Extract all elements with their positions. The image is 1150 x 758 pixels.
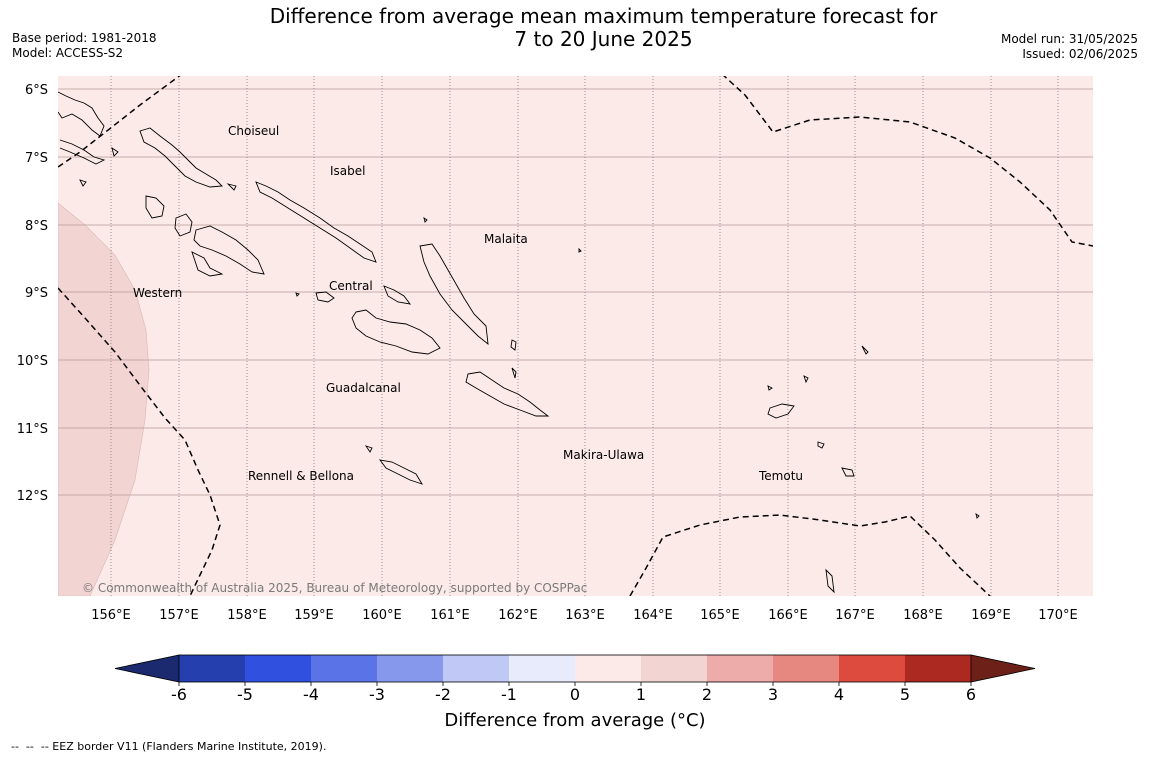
colorbar-bin [443,655,510,682]
model-run: Model run: 31/05/2025 [1000,32,1138,46]
map-title-line2: 7 to 20 June 2025 [514,27,693,51]
lon-label: 163°E [565,608,605,623]
lon-label: 168°E [903,608,943,623]
colorbar-ticks: -6 -5 -4 -3 -2 -1 0 1 2 3 4 5 6 [171,682,976,704]
makira-island [465,371,550,417]
malaita-island [419,243,489,346]
map-figure: © Commonwealth of Australia 2025, Bureau… [17,76,1093,623]
lon-label: 159°E [294,608,334,623]
colorbar-high-extend [970,654,1036,683]
province-label-central: Central [329,279,373,293]
latitude-labels: 6°S 7°S 8°S 9°S 10°S 11°S 12°S [17,83,48,504]
lon-label: 170°E [1038,608,1078,623]
province-label-temotu: Temotu [758,469,803,483]
eez-border [58,76,1093,596]
lat-label: 11°S [17,422,48,437]
map-title-line1: Difference from average mean maximum tem… [269,4,938,28]
colorbar-bin [509,655,576,682]
province-label-rennell-bellona: Rennell & Bellona [248,469,354,483]
colorbar-low-extend [114,654,180,683]
base-period: Base period: 1981-2018 [12,31,157,45]
province-label-malaita: Malaita [484,232,528,246]
colorbar-bin [245,655,312,682]
lat-label: 8°S [25,219,48,234]
colorbar-bin [839,655,906,682]
rendova [191,251,224,277]
province-label-choiseul: Choiseul [228,124,279,138]
colorbar-tick-label: -1 [501,685,517,704]
lon-label: 162°E [498,608,538,623]
colorbar-bins [179,655,972,682]
rennell-island [378,459,424,485]
model-name: Model: ACCESS-S2 [12,46,124,60]
choiseul-island [139,127,224,188]
province-label-western: Western [133,286,182,300]
lon-label: 158°E [227,608,267,623]
latitude-gridlines [58,88,1093,496]
lat-label: 12°S [17,489,48,504]
colorbar-tick-label: 5 [900,685,910,704]
colorbar-tick-label: 3 [768,685,778,704]
issued-date: Issued: 02/06/2025 [1022,47,1138,61]
coastlines [58,91,980,594]
province-label-guadalcanal: Guadalcanal [326,381,401,395]
colorbar-bin [905,655,972,682]
colorbar-tick-label: -5 [237,685,253,704]
colorbar-tick-label: 0 [570,685,580,704]
colorbar-bin [773,655,840,682]
lat-label: 10°S [17,354,48,369]
province-label-isabel: Isabel [330,164,365,178]
map-area [58,76,1093,596]
isabel-island [255,181,377,263]
lon-label: 164°E [633,608,673,623]
colorbar-tick-label: 1 [636,685,646,704]
lon-label: 157°E [159,608,199,623]
colorbar-bin [179,655,246,682]
copyright-text: © Commonwealth of Australia 2025, Bureau… [82,581,587,595]
colorbar-bin [377,655,444,682]
lat-label: 9°S [25,286,48,301]
colorbar-tick-label: -3 [369,685,385,704]
eez-legend-note: -- -- -- EEZ border V11 (Flanders Marine… [11,740,327,753]
colorbar-bin [311,655,378,682]
colorbar-tick-label: 2 [702,685,712,704]
nendo-island [767,403,795,419]
lat-label: 7°S [25,151,48,166]
colorbar-tick-label: -2 [435,685,451,704]
lon-label: 166°E [768,608,808,623]
colorbar: -6 -5 -4 -3 -2 -1 0 1 2 3 4 5 6 [114,654,1036,704]
colorbar-tick-label: 6 [966,685,976,704]
bougainville-island [58,91,105,137]
vella-lavella [145,195,165,219]
colorbar-tick-label: -4 [303,685,319,704]
colorbar-label: Difference from average (°C) [444,710,706,731]
colorbar-bin [707,655,774,682]
warm-anomaly-area [58,202,150,596]
russell-islands [315,291,335,303]
colorbar-tick-label: -6 [171,685,187,704]
lon-label: 161°E [430,608,470,623]
lon-label: 156°E [91,608,131,623]
colorbar-bin [641,655,708,682]
new-georgia [193,225,265,275]
kolombangara [174,213,193,237]
province-label-makira-ulawa: Makira-Ulawa [563,448,644,462]
longitude-labels: 156°E 157°E 158°E 159°E 160°E 161°E 162°… [91,608,1078,623]
lon-label: 167°E [835,608,875,623]
province-labels: Choiseul Isabel Malaita Western Central … [133,124,803,483]
guadalcanal-island [351,309,441,355]
colorbar-bin [575,655,642,682]
colorbar-tick-label: 4 [834,685,844,704]
lon-label: 165°E [700,608,740,623]
lon-label: 169°E [971,608,1011,623]
shortland-islands [59,139,106,165]
lon-label: 160°E [362,608,402,623]
lat-label: 6°S [25,83,48,98]
florida-islands [383,285,412,305]
